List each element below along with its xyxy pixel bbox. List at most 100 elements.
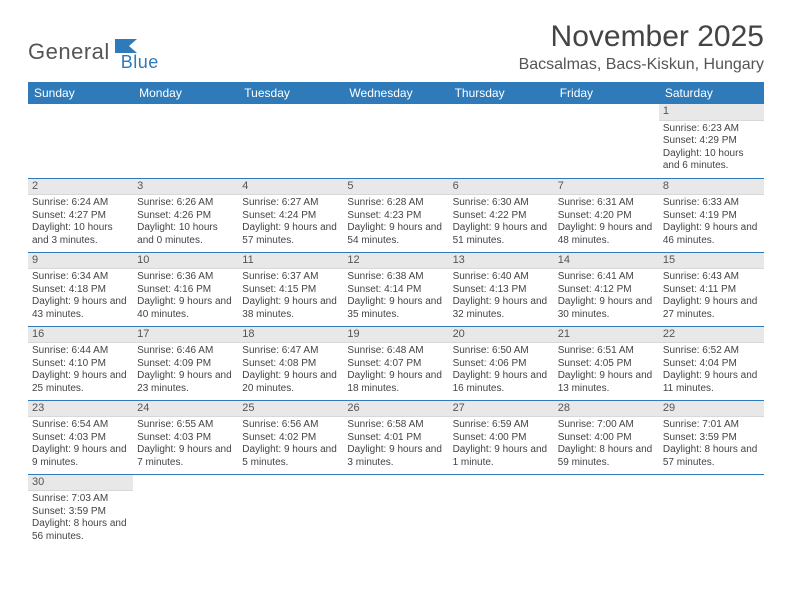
calendar-empty-cell: [343, 104, 448, 178]
day-number: 28: [554, 401, 659, 418]
sunset-line: Sunset: 3:59 PM: [663, 432, 760, 445]
location: Bacsalmas, Bacs-Kiskun, Hungary: [519, 56, 764, 74]
calendar-day-cell: 29Sunrise: 7:01 AMSunset: 3:59 PMDayligh…: [659, 400, 764, 474]
day-number: 4: [238, 179, 343, 196]
daylight-line: Daylight: 8 hours and 56 minutes.: [32, 518, 129, 543]
sunset-line: Sunset: 4:22 PM: [453, 210, 550, 223]
calendar-day-cell: 8Sunrise: 6:33 AMSunset: 4:19 PMDaylight…: [659, 178, 764, 252]
calendar-day-cell: 9Sunrise: 6:34 AMSunset: 4:18 PMDaylight…: [28, 252, 133, 326]
day-number: 24: [133, 401, 238, 418]
sunrise-line: Sunrise: 6:46 AM: [137, 345, 234, 358]
sunrise-line: Sunrise: 6:27 AM: [242, 197, 339, 210]
daylight-line: Daylight: 10 hours and 0 minutes.: [137, 222, 234, 247]
sunset-line: Sunset: 4:27 PM: [32, 210, 129, 223]
calendar-day-cell: 5Sunrise: 6:28 AMSunset: 4:23 PMDaylight…: [343, 178, 448, 252]
calendar-day-cell: 28Sunrise: 7:00 AMSunset: 4:00 PMDayligh…: [554, 400, 659, 474]
day-number: 27: [449, 401, 554, 418]
daylight-line: Daylight: 9 hours and 11 minutes.: [663, 370, 760, 395]
day-number: 20: [449, 327, 554, 344]
daylight-line: Daylight: 9 hours and 25 minutes.: [32, 370, 129, 395]
calendar-day-cell: 23Sunrise: 6:54 AMSunset: 4:03 PMDayligh…: [28, 400, 133, 474]
day-number: 5: [343, 179, 448, 196]
calendar-day-cell: 25Sunrise: 6:56 AMSunset: 4:02 PMDayligh…: [238, 400, 343, 474]
daylight-line: Daylight: 9 hours and 27 minutes.: [663, 296, 760, 321]
calendar-table: SundayMondayTuesdayWednesdayThursdayFrid…: [28, 82, 764, 548]
day-number: 3: [133, 179, 238, 196]
month-title: November 2025: [519, 20, 764, 54]
weekday-header: Wednesday: [343, 82, 448, 104]
title-block: November 2025 Bacsalmas, Bacs-Kiskun, Hu…: [519, 20, 764, 74]
calendar-day-cell: 4Sunrise: 6:27 AMSunset: 4:24 PMDaylight…: [238, 178, 343, 252]
sunrise-line: Sunrise: 6:56 AM: [242, 419, 339, 432]
calendar-day-cell: 2Sunrise: 6:24 AMSunset: 4:27 PMDaylight…: [28, 178, 133, 252]
sunset-line: Sunset: 4:24 PM: [242, 210, 339, 223]
calendar-empty-cell: [343, 474, 448, 548]
sunset-line: Sunset: 4:16 PM: [137, 284, 234, 297]
calendar-day-cell: 10Sunrise: 6:36 AMSunset: 4:16 PMDayligh…: [133, 252, 238, 326]
sunrise-line: Sunrise: 6:34 AM: [32, 271, 129, 284]
daylight-line: Daylight: 9 hours and 51 minutes.: [453, 222, 550, 247]
calendar-day-cell: 6Sunrise: 6:30 AMSunset: 4:22 PMDaylight…: [449, 178, 554, 252]
calendar-day-cell: 18Sunrise: 6:47 AMSunset: 4:08 PMDayligh…: [238, 326, 343, 400]
sunrise-line: Sunrise: 7:01 AM: [663, 419, 760, 432]
calendar-empty-cell: [28, 104, 133, 178]
daylight-line: Daylight: 9 hours and 16 minutes.: [453, 370, 550, 395]
sunset-line: Sunset: 4:26 PM: [137, 210, 234, 223]
daylight-line: Daylight: 9 hours and 20 minutes.: [242, 370, 339, 395]
sunset-line: Sunset: 4:09 PM: [137, 358, 234, 371]
daylight-line: Daylight: 9 hours and 43 minutes.: [32, 296, 129, 321]
sunrise-line: Sunrise: 6:44 AM: [32, 345, 129, 358]
sunset-line: Sunset: 4:12 PM: [558, 284, 655, 297]
daylight-line: Daylight: 9 hours and 46 minutes.: [663, 222, 760, 247]
sunset-line: Sunset: 4:00 PM: [453, 432, 550, 445]
sunset-line: Sunset: 4:03 PM: [137, 432, 234, 445]
calendar-empty-cell: [238, 474, 343, 548]
calendar-day-cell: 7Sunrise: 6:31 AMSunset: 4:20 PMDaylight…: [554, 178, 659, 252]
sunset-line: Sunset: 4:20 PM: [558, 210, 655, 223]
calendar-day-cell: 17Sunrise: 6:46 AMSunset: 4:09 PMDayligh…: [133, 326, 238, 400]
sunrise-line: Sunrise: 6:41 AM: [558, 271, 655, 284]
sunset-line: Sunset: 4:15 PM: [242, 284, 339, 297]
sunrise-line: Sunrise: 6:38 AM: [347, 271, 444, 284]
calendar-day-cell: 15Sunrise: 6:43 AMSunset: 4:11 PMDayligh…: [659, 252, 764, 326]
sunrise-line: Sunrise: 6:59 AM: [453, 419, 550, 432]
day-number: 17: [133, 327, 238, 344]
calendar-day-cell: 21Sunrise: 6:51 AMSunset: 4:05 PMDayligh…: [554, 326, 659, 400]
daylight-line: Daylight: 9 hours and 13 minutes.: [558, 370, 655, 395]
daylight-line: Daylight: 9 hours and 32 minutes.: [453, 296, 550, 321]
calendar-day-cell: 13Sunrise: 6:40 AMSunset: 4:13 PMDayligh…: [449, 252, 554, 326]
day-number: 21: [554, 327, 659, 344]
sunset-line: Sunset: 4:18 PM: [32, 284, 129, 297]
weekday-header: Saturday: [659, 82, 764, 104]
weekday-header: Sunday: [28, 82, 133, 104]
calendar-week-row: 2Sunrise: 6:24 AMSunset: 4:27 PM Daylight…: [28, 178, 764, 252]
calendar-empty-cell: [554, 104, 659, 178]
header: General Blue November 2025 Bacsalmas, Ba…: [28, 20, 764, 74]
weekday-header: Tuesday: [238, 82, 343, 104]
sunset-line: Sunset: 4:10 PM: [32, 358, 129, 371]
sunrise-line: Sunrise: 6:54 AM: [32, 419, 129, 432]
daylight-line: Daylight: 10 hours and 6 minutes.: [663, 148, 760, 173]
day-number: 2: [28, 179, 133, 196]
sunset-line: Sunset: 4:19 PM: [663, 210, 760, 223]
daylight-line: Daylight: 9 hours and 48 minutes.: [558, 222, 655, 247]
day-number: 26: [343, 401, 448, 418]
sunrise-line: Sunrise: 6:24 AM: [32, 197, 129, 210]
sunrise-line: Sunrise: 6:58 AM: [347, 419, 444, 432]
calendar-day-cell: 11Sunrise: 6:37 AMSunset: 4:15 PMDayligh…: [238, 252, 343, 326]
logo-text-general: General: [28, 39, 110, 65]
day-number: 1: [659, 104, 764, 121]
sunrise-line: Sunrise: 6:36 AM: [137, 271, 234, 284]
calendar-day-cell: 3Sunrise: 6:26 AMSunset: 4:26 PMDaylight…: [133, 178, 238, 252]
calendar-week-row: 9Sunrise: 6:34 AMSunset: 4:18 PMDaylight…: [28, 252, 764, 326]
day-number: 7: [554, 179, 659, 196]
weekday-header: Monday: [133, 82, 238, 104]
daylight-line: Daylight: 9 hours and 3 minutes.: [347, 444, 444, 469]
sunset-line: Sunset: 3:59 PM: [32, 506, 129, 519]
day-number: 16: [28, 327, 133, 344]
sunrise-line: Sunrise: 6:50 AM: [453, 345, 550, 358]
sunrise-line: Sunrise: 6:47 AM: [242, 345, 339, 358]
daylight-line: Daylight: 9 hours and 5 minutes.: [242, 444, 339, 469]
sunset-line: Sunset: 4:11 PM: [663, 284, 760, 297]
calendar-day-cell: 16Sunrise: 6:44 AMSunset: 4:10 PMDayligh…: [28, 326, 133, 400]
